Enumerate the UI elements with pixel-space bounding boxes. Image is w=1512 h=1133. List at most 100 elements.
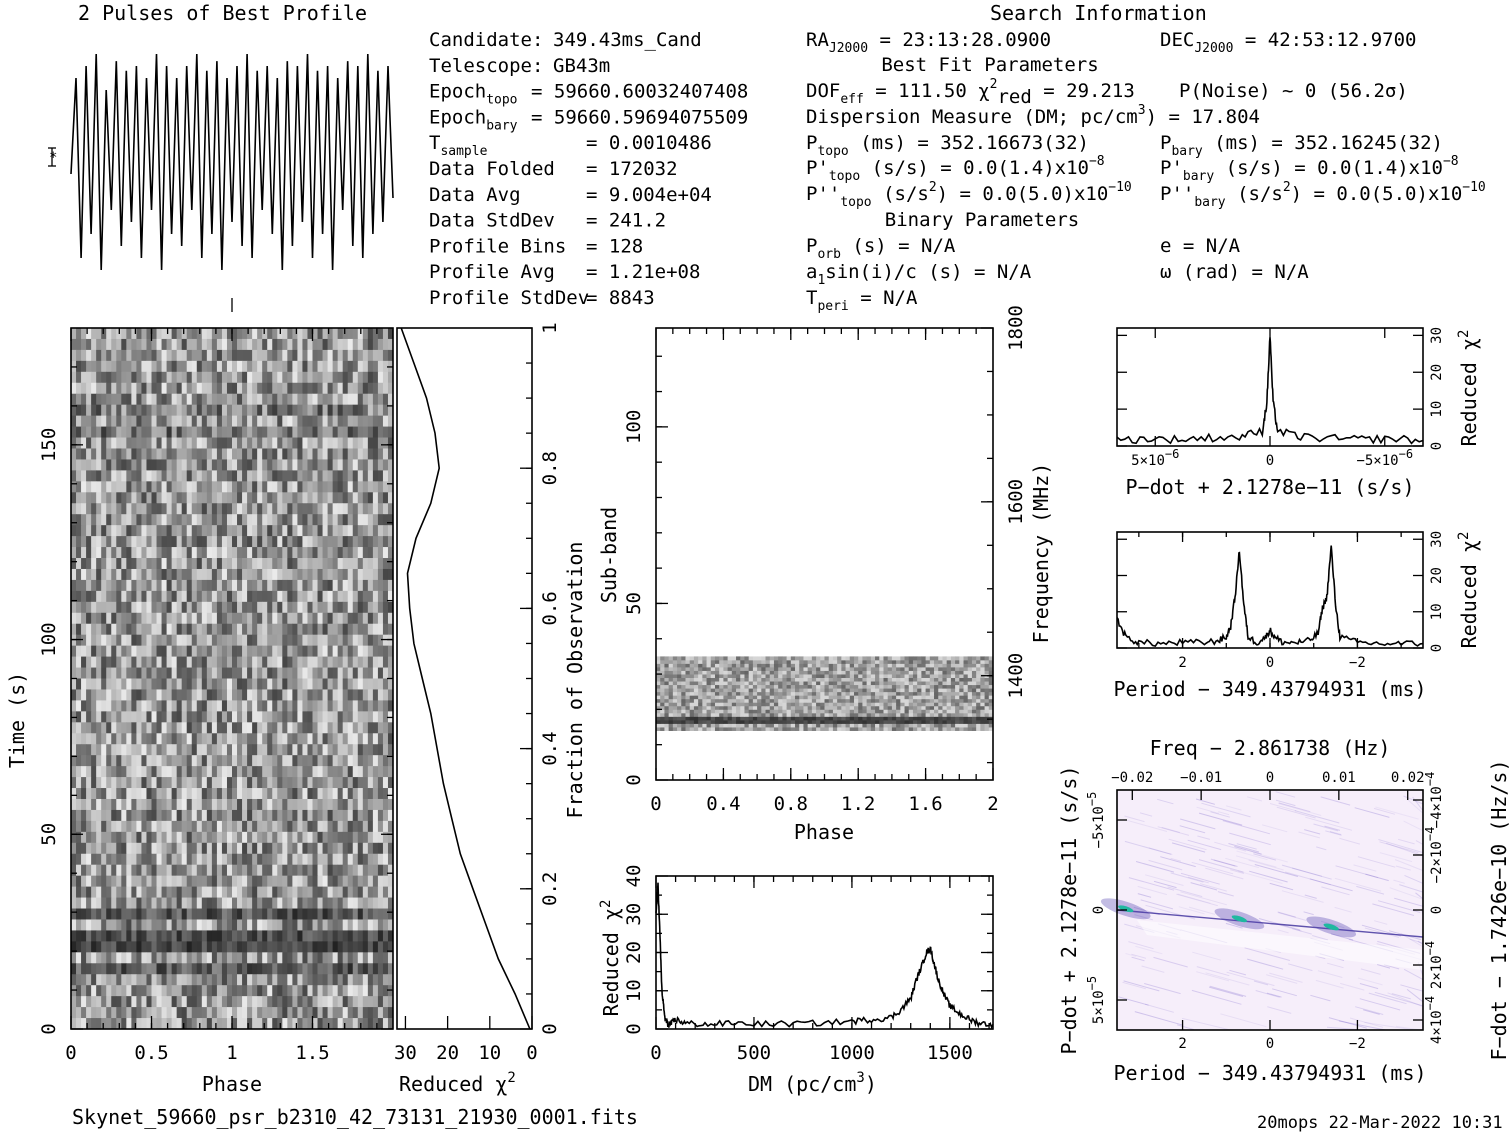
time-phase-pixel xyxy=(377,733,384,745)
time-phase-pixel xyxy=(337,1018,344,1030)
subband-pixel xyxy=(950,719,956,724)
time-phase-pixel xyxy=(287,459,293,471)
time-phase-pixel xyxy=(76,919,82,931)
time-phase-pixel xyxy=(327,601,334,614)
time-phase-pixel xyxy=(211,634,218,647)
time-phase-pixel xyxy=(357,963,364,975)
time-phase-pixel xyxy=(337,831,344,844)
time-phase-pixel xyxy=(262,623,268,636)
subband-pixel xyxy=(870,709,876,714)
time-phase-pixel xyxy=(237,459,243,471)
time-phase-pixel xyxy=(232,897,238,909)
time-phase-pixel xyxy=(101,886,107,898)
time-phase-pixel xyxy=(292,645,298,657)
time-phase-pixel xyxy=(292,656,298,668)
time-phase-pixel xyxy=(86,1007,92,1019)
subband-pixel xyxy=(736,705,741,710)
subband-pixel xyxy=(845,709,851,714)
time-phase-pixel xyxy=(242,492,248,504)
time-phase-pixel xyxy=(282,470,288,482)
time-phase-pixel xyxy=(352,459,359,471)
time-phase-pixel xyxy=(76,623,82,636)
time-phase-pixel xyxy=(317,328,323,340)
subband-pixel xyxy=(849,702,855,707)
time-phase-pixel xyxy=(272,864,278,877)
time-phase-pixel xyxy=(347,492,354,504)
time-phase-pixel xyxy=(232,623,238,636)
time-phase-pixel xyxy=(357,831,364,844)
time-phase-pixel xyxy=(257,426,263,438)
time-phase-pixel xyxy=(307,459,313,471)
subband-pixel xyxy=(845,723,851,728)
time-phase-pixel xyxy=(237,820,243,833)
time-phase-pixel xyxy=(342,481,349,493)
time-phase-pixel xyxy=(201,547,208,559)
time-phase-pixel xyxy=(126,590,132,603)
time-phase-pixel xyxy=(176,437,183,449)
time-phase-pixel xyxy=(267,415,273,427)
time-phase-pixel xyxy=(91,798,97,811)
time-phase-pixel xyxy=(116,645,122,657)
time-phase-pixel xyxy=(126,744,132,756)
time-phase-pixel xyxy=(317,645,323,657)
subband-pixel xyxy=(727,723,733,728)
subband-pixel xyxy=(841,698,846,703)
time-phase-pixel xyxy=(382,503,389,515)
time-phase-pixel xyxy=(181,492,188,504)
time-phase-pixel xyxy=(176,733,183,745)
time-phase-pixel xyxy=(91,525,97,537)
time-phase-pixel xyxy=(272,820,278,833)
time-phase-pixel xyxy=(357,842,364,855)
time-phase-pixel xyxy=(262,601,268,614)
time-phase-pixel xyxy=(372,525,379,537)
time-phase-pixel xyxy=(216,766,223,778)
time-phase-pixel xyxy=(171,864,178,877)
time-phase-pixel xyxy=(357,996,364,1008)
time-phase-pixel xyxy=(237,448,243,460)
time-phase-pixel xyxy=(151,788,157,800)
time-phase-pixel xyxy=(86,382,92,395)
time-phase-pixel xyxy=(247,656,253,668)
time-phase-pixel xyxy=(322,853,328,866)
time-phase-pixel xyxy=(277,864,283,877)
time-phase-pixel xyxy=(76,985,82,997)
time-phase-pixel xyxy=(387,590,394,603)
time-phase-pixel xyxy=(156,349,162,362)
time-phase-pixel xyxy=(342,798,349,811)
time-phase-pixel xyxy=(146,514,152,526)
subband-pixel xyxy=(698,723,703,728)
time-phase-pixel xyxy=(191,547,198,559)
time-phase-pixel xyxy=(387,853,394,866)
time-phase-pixel xyxy=(372,547,379,559)
time-phase-pixel xyxy=(267,656,273,668)
time-phase-pixel xyxy=(76,766,82,778)
time-phase-pixel xyxy=(201,941,208,953)
time-phase-pixel xyxy=(252,733,258,745)
time-phase-pixel xyxy=(287,328,293,340)
time-phase-pixel xyxy=(76,382,82,395)
time-phase-pixel xyxy=(257,766,263,778)
time-phase-pixel xyxy=(272,426,278,438)
time-phase-pixel xyxy=(86,349,92,362)
time-phase-pixel xyxy=(327,952,334,964)
subband-pixel xyxy=(677,702,682,707)
subband-pixel xyxy=(752,702,758,707)
time-phase-pixel xyxy=(96,755,102,767)
time-phase-pixel xyxy=(292,853,298,866)
time-phase-pixel xyxy=(76,864,82,877)
time-phase-pixel xyxy=(297,908,303,920)
time-phase-pixel xyxy=(216,798,223,811)
time-phase-pixel xyxy=(232,426,238,438)
time-phase-pixel xyxy=(247,820,253,833)
time-phase-pixel xyxy=(377,634,384,647)
time-phase-pixel xyxy=(257,645,263,657)
time-phase-pixel xyxy=(287,700,293,712)
time-phase-pixel xyxy=(116,514,122,526)
time-phase-pixel xyxy=(292,601,298,614)
time-phase-pixel xyxy=(101,612,107,625)
time-phase-pixel xyxy=(121,514,127,526)
time-phase-pixel xyxy=(86,985,92,997)
time-phase-pixel xyxy=(166,382,173,395)
time-phase-pixel xyxy=(196,711,203,723)
time-phase-pixel xyxy=(136,908,142,920)
